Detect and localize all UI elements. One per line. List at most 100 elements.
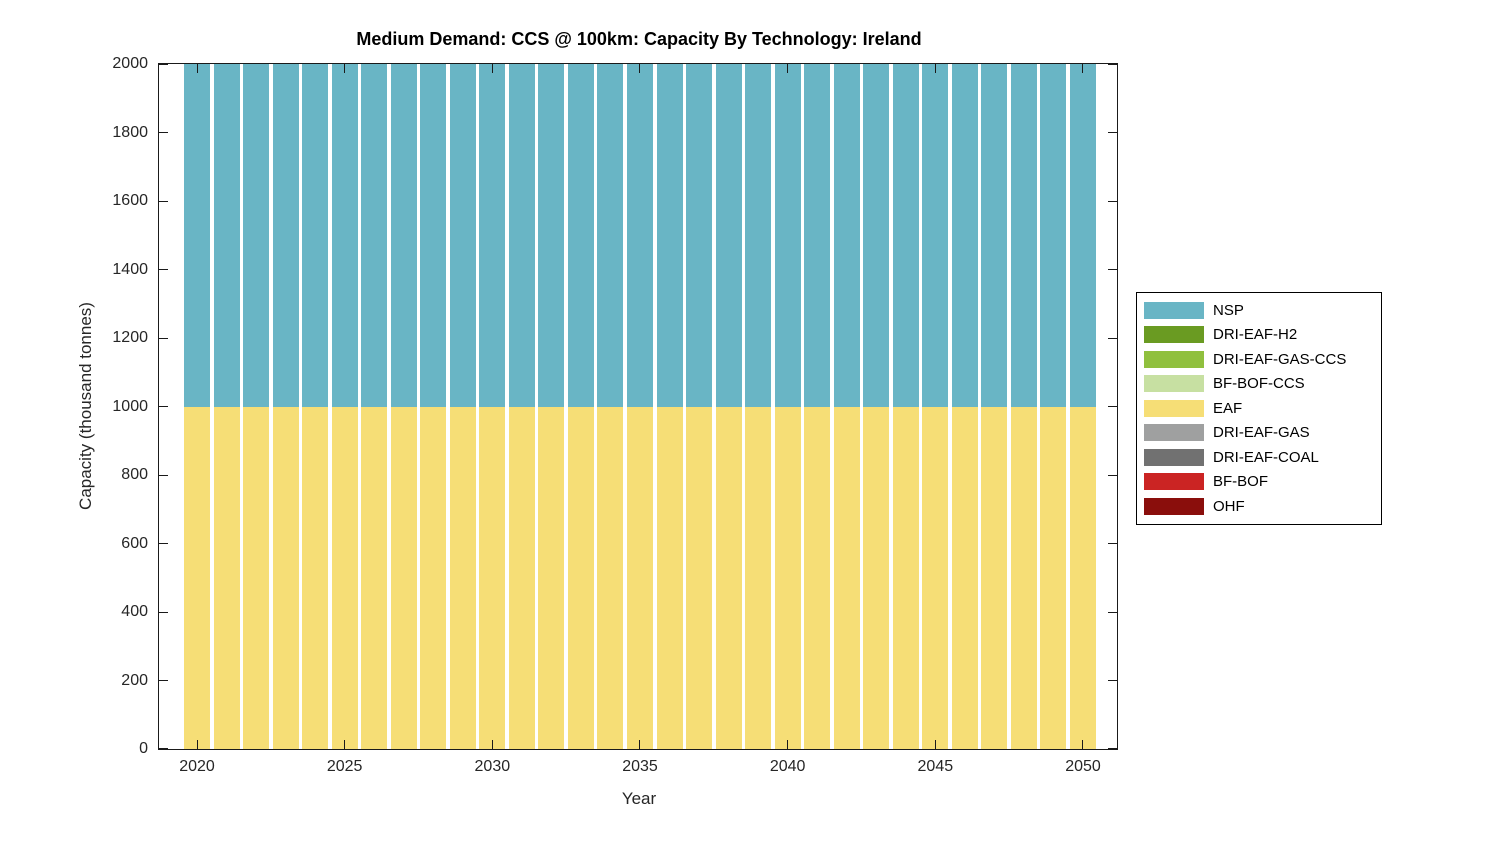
bar-2036 <box>656 64 683 749</box>
bar-segment-nsp <box>833 64 860 407</box>
y-tick-label: 0 <box>139 740 148 757</box>
legend-swatch-bf-bof-ccs <box>1144 375 1204 393</box>
bar-segment-nsp <box>390 64 417 407</box>
legend-item-dri-eaf-gas: DRI-EAF-GAS <box>1137 421 1381 446</box>
bar-segment-nsp <box>302 64 329 407</box>
x-tick-top <box>934 64 936 73</box>
legend-label: BF-BOF <box>1213 473 1268 491</box>
y-tick <box>159 269 168 270</box>
y-tick-right <box>1108 337 1117 339</box>
bar-segment-nsp <box>686 64 713 407</box>
bar-segment-nsp <box>508 64 535 407</box>
y-tick <box>159 748 168 749</box>
y-tick-label: 2000 <box>112 55 148 72</box>
bar-2027 <box>390 64 417 749</box>
bar-2030 <box>479 64 506 749</box>
legend-item-bf-bof-ccs: BF-BOF-CCS <box>1137 372 1381 397</box>
bar-segment-eaf <box>922 406 949 749</box>
x-tick-top <box>196 64 198 73</box>
y-tick <box>159 200 168 202</box>
legend-swatch-dri-eaf-gas-ccs <box>1144 350 1204 368</box>
bar-segment-nsp <box>272 64 299 407</box>
y-tick-label: 200 <box>121 671 148 689</box>
bar-segment-eaf <box>804 406 831 749</box>
bar-segment-nsp <box>1040 64 1067 407</box>
x-tick-label: 2025 <box>326 758 363 775</box>
bar-segment-eaf <box>390 406 417 749</box>
bar-segment-eaf <box>833 406 860 749</box>
x-tick-label: 2020 <box>179 758 215 775</box>
bar-segment-eaf <box>981 406 1008 749</box>
bar-2046 <box>951 64 978 749</box>
x-tick <box>1082 740 1084 749</box>
y-tick-label: 1600 <box>112 192 148 209</box>
legend-item-ohf: OHF <box>1137 494 1381 519</box>
bar-2043 <box>863 64 890 749</box>
bar-segment-nsp <box>538 64 565 407</box>
legend-label: OHF <box>1213 497 1245 515</box>
y-tick-right <box>1108 748 1117 749</box>
bar-2031 <box>508 64 535 749</box>
bar-2025 <box>331 64 358 749</box>
legend-swatch-bf-bof <box>1144 473 1204 491</box>
legend-swatch-ohf <box>1144 497 1204 515</box>
bar-segment-eaf <box>626 406 653 749</box>
bar-segment-eaf <box>567 406 594 749</box>
y-tick-right <box>1108 680 1117 681</box>
legend-item-bf-bof: BF-BOF <box>1137 470 1381 495</box>
bar-2035 <box>626 64 653 749</box>
bar-segment-nsp <box>626 64 653 407</box>
x-tick <box>934 740 936 749</box>
legend-label: DRI-EAF-GAS <box>1213 424 1310 442</box>
bar-segment-nsp <box>951 64 978 407</box>
x-tick <box>344 740 346 749</box>
bar-2024 <box>302 64 329 749</box>
y-tick-right <box>1108 200 1117 202</box>
legend-swatch-dri-eaf-coal <box>1144 448 1204 466</box>
x-axis-label: Year <box>621 789 657 808</box>
bar-2033 <box>567 64 594 749</box>
bar-2032 <box>538 64 565 749</box>
bar-segment-eaf <box>361 406 388 749</box>
bar-segment-nsp <box>656 64 683 407</box>
bar-segment-nsp <box>1010 64 1037 407</box>
bar-2041 <box>804 64 831 749</box>
plot-area <box>158 63 1118 750</box>
bar-segment-nsp <box>331 64 358 407</box>
bar-2021 <box>213 64 240 749</box>
bar-segment-nsp <box>243 64 270 407</box>
bar-segment-eaf <box>449 406 476 749</box>
y-tick-label: 400 <box>121 603 148 620</box>
x-tick-label: 2045 <box>917 758 954 775</box>
bar-2047 <box>981 64 1008 749</box>
bar-2029 <box>449 64 476 749</box>
legend-label: DRI-EAF-GAS-CCS <box>1213 350 1347 368</box>
bar-segment-eaf <box>213 406 240 749</box>
x-tick-top <box>344 64 346 73</box>
y-tick-label: 1400 <box>112 260 148 278</box>
bar-segment-eaf <box>745 406 772 749</box>
bar-segment-eaf <box>951 406 978 749</box>
legend-swatch-eaf <box>1144 399 1204 417</box>
bar-segment-eaf <box>420 406 447 749</box>
bar-2048 <box>1010 64 1037 749</box>
x-tick-label: 2035 <box>622 758 658 775</box>
legend-label: DRI-EAF-H2 <box>1213 326 1298 344</box>
bar-2042 <box>833 64 860 749</box>
bar-segment-eaf <box>1010 406 1037 749</box>
y-tick <box>159 64 168 65</box>
bar-2044 <box>892 64 919 749</box>
y-tick-label: 1800 <box>112 123 148 141</box>
x-tick <box>639 740 641 749</box>
bar-segment-nsp <box>922 64 949 407</box>
y-tick <box>159 680 168 681</box>
bar-2023 <box>272 64 299 749</box>
bar-segment-nsp <box>567 64 594 407</box>
bar-2026 <box>361 64 388 749</box>
x-tick-label: 2050 <box>1065 758 1101 775</box>
bar-segment-nsp <box>420 64 447 407</box>
x-tick-top <box>639 64 641 73</box>
bar-segment-nsp <box>892 64 919 407</box>
legend-swatch-nsp <box>1144 301 1204 319</box>
